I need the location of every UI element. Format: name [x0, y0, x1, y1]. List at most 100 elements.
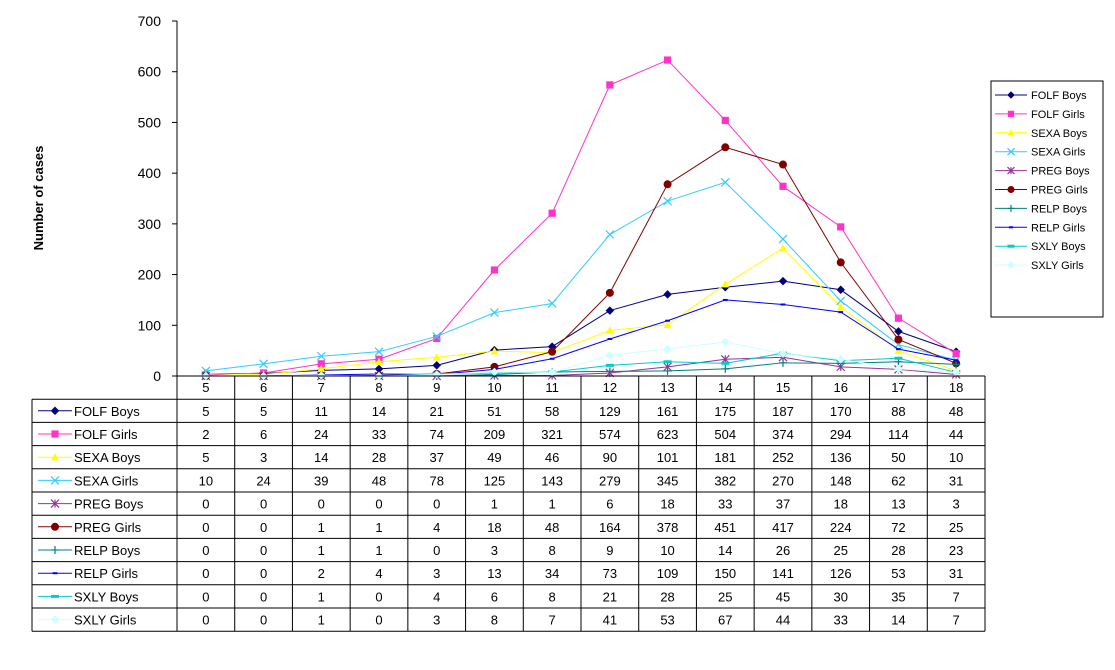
table-row-label: FOLF Girls — [74, 427, 138, 442]
series-line — [205, 181, 957, 372]
y-tick-label: 100 — [138, 317, 162, 333]
marker — [836, 285, 846, 295]
x-tick-label: 16 — [833, 380, 847, 395]
table-cell-value: 321 — [541, 427, 563, 442]
legend-label: FOLF Girls — [1031, 109, 1085, 121]
table-cell-value: 0 — [260, 589, 267, 604]
marker — [1007, 110, 1015, 118]
table-cell-value: 0 — [433, 497, 440, 512]
table-cell-value: 0 — [202, 543, 209, 558]
series-line — [205, 280, 957, 374]
marker — [490, 266, 499, 274]
table-cell-value: 417 — [772, 520, 794, 535]
series-line — [205, 247, 957, 375]
table-row-key — [38, 453, 72, 461]
table-cell-value: 161 — [657, 404, 679, 419]
table-row-key — [38, 594, 72, 598]
marker — [605, 326, 614, 334]
x-tick-label: 18 — [949, 380, 963, 395]
table-cell-value: 46 — [545, 450, 559, 465]
table-row-key — [38, 522, 72, 531]
table-cell-value: 181 — [714, 450, 736, 465]
table-cell-value: 252 — [772, 450, 794, 465]
marker — [432, 332, 442, 341]
table-cell-value: 0 — [260, 520, 267, 535]
table-cell-value: 187 — [772, 404, 794, 419]
table-cell-value: 34 — [545, 566, 559, 581]
table-cell-value: 6 — [491, 589, 498, 604]
table-cell-value: 6 — [260, 427, 267, 442]
x-tick-label: 7 — [318, 380, 325, 395]
plot-area: 0 100 200 300 400 500 600 700 — [138, 13, 961, 384]
marker — [894, 364, 903, 374]
marker — [721, 361, 730, 365]
table-cell-value: 2 — [202, 427, 209, 442]
table-cell-value: 574 — [599, 427, 621, 442]
marker — [51, 453, 59, 461]
table-cell-value: 78 — [429, 473, 443, 488]
marker — [374, 347, 384, 357]
x-tick-label: 9 — [433, 380, 440, 395]
x-tick-label: 13 — [660, 380, 674, 395]
table-cell-value: 101 — [657, 450, 679, 465]
table-cell-value: 8 — [549, 589, 556, 604]
table-cell-value: 0 — [260, 613, 267, 628]
legend: FOLF Boys FOLF Girls SEXA Boys SEXA Girls PR… — [990, 80, 1104, 318]
marker — [663, 360, 672, 364]
x-tick-label: 8 — [375, 380, 382, 395]
marker — [605, 306, 615, 315]
marker — [1007, 129, 1015, 136]
marker — [317, 360, 325, 368]
table-cell-value: 73 — [603, 566, 617, 581]
table-cell-value: 175 — [714, 404, 736, 419]
table-cell-value: 37 — [776, 497, 790, 512]
table-cell-value: 74 — [429, 427, 443, 442]
legend-item: SEXA Boys — [995, 128, 1088, 140]
table-cell-value: 24 — [314, 427, 328, 442]
table-cell-value: 39 — [314, 473, 328, 488]
table-cell-value: 88 — [891, 404, 905, 419]
table-cell-value: 35 — [891, 589, 905, 604]
table-cell-value: 504 — [714, 427, 736, 442]
marker — [836, 258, 845, 267]
marker — [1007, 244, 1015, 248]
marker — [548, 347, 557, 356]
table-cell-value: 164 — [599, 520, 621, 535]
marker — [605, 230, 615, 239]
y-tick-label: 0 — [153, 368, 161, 384]
table-cell-value: 5 — [260, 404, 267, 419]
table-row-key — [38, 499, 72, 509]
legend-item: SEXA Girls — [995, 147, 1086, 159]
legend-item: SXLY Girls — [995, 260, 1084, 272]
table-cell-value: 58 — [545, 404, 559, 419]
table-row-label: FOLF Boys — [74, 404, 140, 419]
table-row-label: SXLY Girls — [74, 613, 137, 628]
table-cell-value: 279 — [599, 473, 621, 488]
legend-item: RELP Boys — [995, 203, 1088, 215]
table-cell-value: 109 — [657, 566, 679, 581]
table-cell-value: 209 — [484, 427, 506, 442]
x-tick-label: 6 — [260, 380, 267, 395]
table-cell-value: 49 — [487, 450, 501, 465]
table-cell-value: 13 — [891, 497, 905, 512]
x-tick-label: 17 — [891, 380, 905, 395]
legend-item: FOLF Boys — [995, 90, 1087, 102]
series-line — [205, 299, 957, 377]
table-cell-value: 1 — [318, 613, 325, 628]
marker — [778, 349, 788, 359]
table-cell-value: 10 — [660, 543, 674, 558]
legend-item: PREG Boys — [995, 166, 1090, 178]
marker — [721, 280, 730, 288]
table-cell-value: 28 — [372, 450, 386, 465]
table-cell-value: 25 — [949, 520, 963, 535]
marker — [663, 180, 672, 189]
table-cell-value: 0 — [375, 497, 382, 512]
table-cell-value: 0 — [375, 613, 382, 628]
legend-label: SXLY Girls — [1031, 260, 1084, 272]
marker — [720, 177, 730, 187]
table-cell-value: 90 — [603, 450, 617, 465]
table-cell-value: 1 — [549, 497, 556, 512]
table-cell-value: 7 — [953, 589, 960, 604]
table-cell-value: 1 — [318, 520, 325, 535]
table-cell-value: 31 — [949, 566, 963, 581]
